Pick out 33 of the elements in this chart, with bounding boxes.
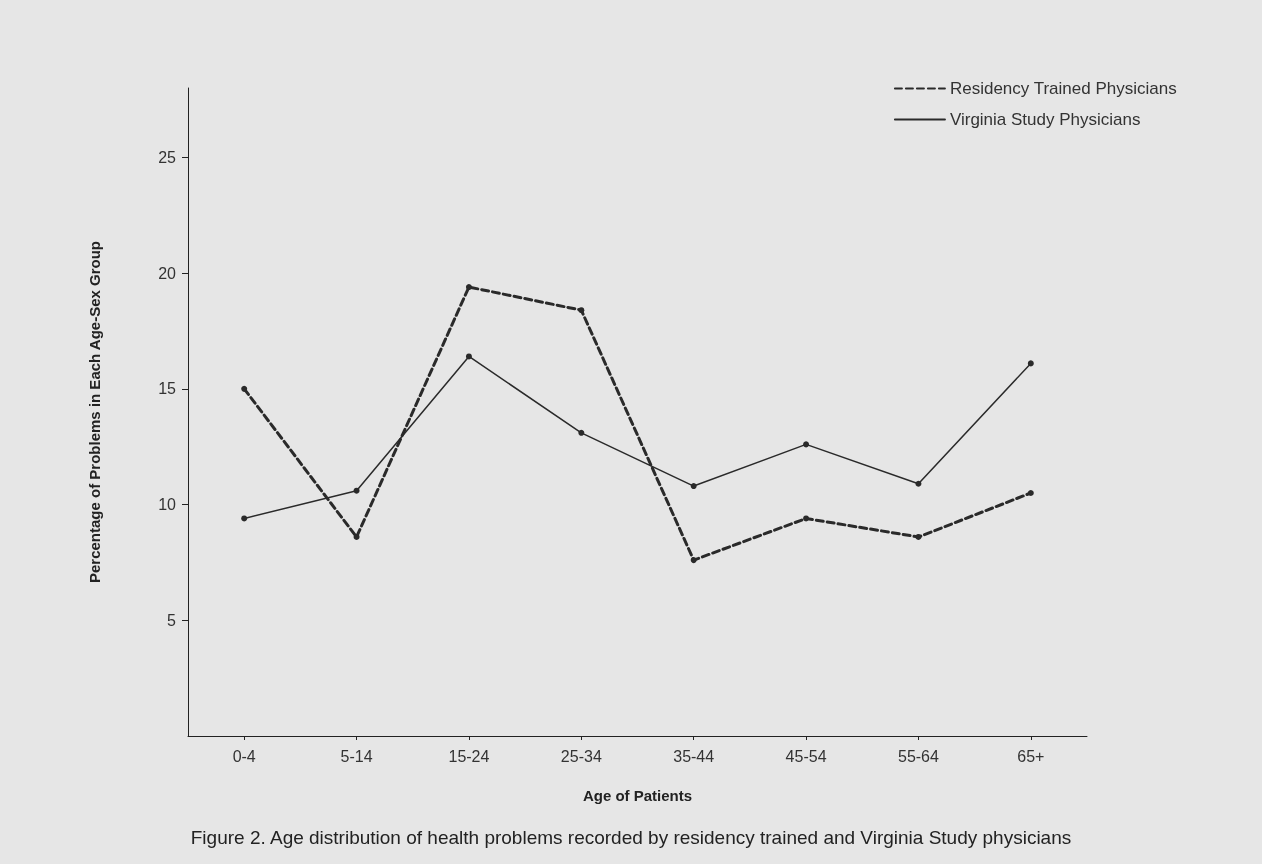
x-tick-label: 15-24 [448,747,490,765]
text: Figure 2. Age distribution of health problems recorded by residency trained and Virginia Study physicians [190,827,1072,848]
legend-label: Virginia Study Physicians [949,110,1141,129]
y-tick-label: 5 [167,611,177,629]
legend-label: Residency Trained Physicians [949,79,1177,98]
point [465,284,472,291]
point [1027,490,1034,496]
x-axis-title: Age of Patients [582,787,693,804]
y-tick-label: 25 [158,148,177,166]
y-tick-label: 15 [158,380,177,398]
x-tick-label: 45-54 [785,747,827,765]
x-tick-label: 35-44 [673,747,715,765]
point [803,515,810,522]
y-axis-title: Percentage of Problems in Each Age-Sex Group [86,240,103,584]
point [578,307,585,314]
x-tick-label: 65+ [1017,747,1045,765]
x-tick-label: 55-64 [897,747,939,765]
y-tick-label: 10 [158,496,177,514]
x-tick-label: 25-34 [560,747,602,765]
point [690,483,697,490]
x-tick-label: 0-4 [232,747,256,765]
point [241,515,248,522]
point [915,480,922,487]
point [803,441,810,448]
y-tick-label: 20 [158,264,177,282]
point [1027,360,1034,367]
point [690,557,697,564]
point [578,429,585,436]
point [915,533,922,540]
x-tick-label: 5-14 [340,747,373,765]
point [353,487,360,494]
point [241,385,248,392]
point [465,353,472,360]
